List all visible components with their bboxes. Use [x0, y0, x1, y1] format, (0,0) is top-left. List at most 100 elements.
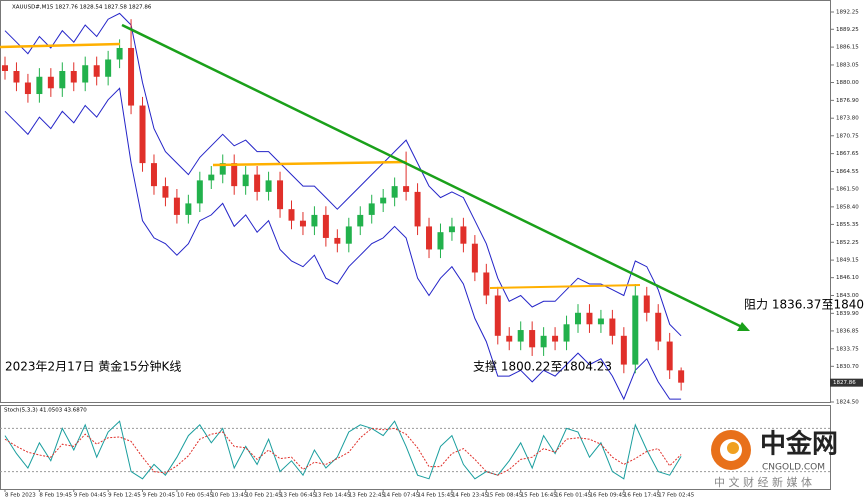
candle-body	[242, 174, 249, 187]
candle-body	[448, 226, 455, 233]
y-tick-label: 1849.15	[836, 258, 859, 264]
candle-body	[666, 341, 673, 371]
x-tick-label: 9 Feb 20:45	[143, 493, 176, 499]
x-tick-label: 10 Feb 21:45	[246, 493, 283, 499]
candle-body	[357, 214, 364, 227]
candle-body	[552, 335, 559, 342]
candle-body	[391, 186, 398, 198]
level-line	[212, 160, 408, 167]
candle-body	[13, 71, 20, 83]
candle-body	[150, 163, 157, 187]
band-line	[4, 87, 682, 401]
candle-body	[70, 71, 77, 83]
candle-body	[632, 295, 639, 365]
candle-body	[162, 186, 169, 198]
y-tick-label: 1846.10	[836, 275, 859, 281]
candle-body	[265, 180, 272, 192]
price-label: 1827.86	[833, 380, 856, 386]
candle-body	[529, 330, 536, 348]
stoch-line	[4, 427, 682, 476]
candle-body	[517, 330, 524, 342]
price-box	[830, 378, 863, 387]
x-tick-label: 17 Feb 02:45	[658, 493, 695, 499]
candle-body	[380, 197, 387, 204]
support-note: 支撑 1800.22至1804.23	[473, 359, 612, 374]
candle-body	[334, 237, 341, 244]
candle-body	[128, 47, 135, 106]
candle-body	[586, 312, 593, 325]
x-tick-label: 10 Feb 13:45	[211, 493, 248, 499]
candle-body	[322, 214, 329, 238]
candle-body	[609, 318, 616, 336]
y-tick-label: 1839.90	[836, 311, 859, 317]
marks	[2, 12, 685, 401]
x-tick-label: 14 Feb 07:45	[383, 493, 420, 499]
candle-body	[414, 191, 421, 227]
stoch-panel	[0, 405, 831, 490]
logo-site: CNGOLD.COM	[762, 463, 825, 473]
candle-body	[93, 65, 100, 77]
x-tick-label: 16 Feb 09:45	[589, 493, 626, 499]
candle-body	[368, 203, 375, 215]
y-tick-label: 1892.25	[836, 10, 859, 16]
candle-body	[345, 226, 352, 244]
candle-body	[277, 180, 284, 210]
logo-name: 中金网	[760, 429, 838, 460]
candle-body	[231, 163, 238, 187]
candle-body	[208, 174, 215, 181]
candle-body	[288, 209, 295, 221]
trend-line	[121, 23, 743, 329]
candle-body	[219, 163, 226, 175]
x-tick-label: 15 Feb 08:45	[486, 493, 523, 499]
candle-body	[173, 197, 180, 215]
candle-body	[494, 295, 501, 336]
logo: 中金网 CNGOLD.COM 中 文 财 经 新 媒 体	[711, 429, 838, 489]
x-tick-label: 15 Feb 16:45	[521, 493, 558, 499]
candle-body	[299, 220, 306, 227]
x-tick-label: 13 Feb 06:45	[280, 493, 317, 499]
y-tick-label: 1843.00	[836, 293, 859, 299]
x-tick-label: 13 Feb 22:45	[349, 493, 386, 499]
x-tick-label: 16 Feb 17:45	[624, 493, 661, 499]
candle-body	[655, 312, 662, 342]
y-tick-label: 1876.90	[836, 98, 859, 104]
y-tick-label: 1883.05	[836, 62, 859, 68]
y-tick-label: 1886.15	[836, 45, 859, 51]
candle-body	[540, 335, 547, 348]
candle-body	[563, 324, 570, 342]
x-tick-label: 13 Feb 14:45	[314, 493, 351, 499]
x-tick-label: 14 Feb 15:45	[418, 493, 455, 499]
y-tick-label: 1861.50	[836, 187, 859, 193]
x-tick-label: 14 Feb 23:45	[452, 493, 489, 499]
x-tick-label: 8 Feb 19:45	[39, 493, 72, 499]
logo-icon	[727, 442, 739, 454]
y-tick-label: 1830.70	[836, 364, 859, 370]
header: XAUUSD#,M15 1827.76 1828.54 1827.58 1827…	[12, 5, 152, 11]
candle-body	[575, 312, 581, 325]
band-line	[4, 12, 682, 337]
candle-body	[116, 47, 123, 60]
y-tick-label: 1867.65	[836, 151, 859, 157]
candle-body	[59, 71, 66, 89]
y-tick-label: 1852.25	[836, 240, 859, 246]
y-tick-label: 1873.80	[836, 116, 859, 122]
candle-body	[678, 370, 685, 383]
y-tick-label: 1880.00	[836, 80, 859, 86]
candle-body	[36, 76, 43, 95]
candle-body	[139, 105, 146, 164]
candle-body	[185, 203, 192, 215]
y-tick-label: 1858.40	[836, 204, 859, 210]
y-tick-label: 1833.75	[836, 346, 859, 352]
y-tick-label: 1824.50	[836, 400, 859, 406]
candle-body	[426, 226, 433, 250]
candle-body	[471, 243, 478, 273]
x-tick-label: 10 Feb 05:45	[177, 493, 214, 499]
candle-body	[643, 295, 650, 313]
candle-body	[403, 186, 410, 192]
candle-body	[437, 232, 444, 250]
candle-body	[47, 76, 54, 89]
y-tick-label: 1889.25	[836, 27, 859, 33]
caption: 2023年2月17日 黄金15分钟K线	[5, 359, 181, 374]
level-line	[0, 42, 121, 49]
